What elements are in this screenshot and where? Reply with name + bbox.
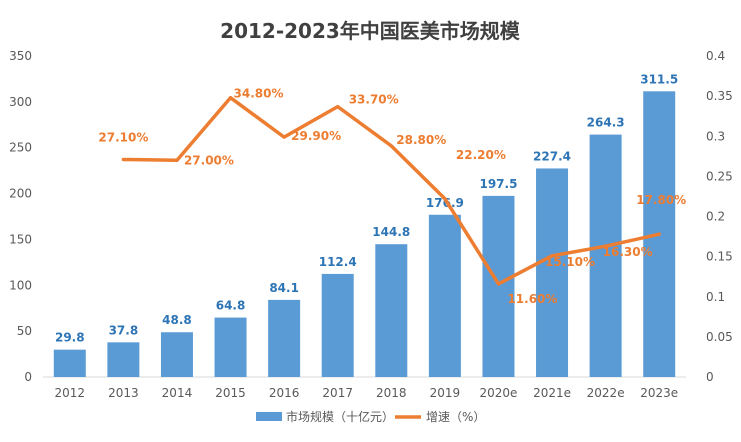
growth-point — [657, 232, 661, 236]
line-data-label: 15.10% — [545, 255, 595, 269]
bar-data-label: 197.5 — [479, 177, 517, 191]
line-data-label: 27.00% — [184, 153, 234, 167]
line-data-label: 16.30% — [603, 245, 653, 259]
y-right-tick-label: 0.15 — [706, 250, 733, 264]
x-tick-label: 2015 — [215, 386, 246, 400]
y-left-tick-label: 350 — [9, 49, 32, 63]
growth-point — [175, 158, 179, 162]
growth-point — [389, 144, 393, 148]
growth-point — [550, 254, 554, 258]
line-data-label: 29.90% — [291, 129, 341, 143]
line-data-label: 34.80% — [234, 87, 284, 101]
bar — [214, 317, 247, 377]
y-right-tick-label: 0 — [706, 370, 714, 384]
bar-data-label: 48.8 — [162, 313, 192, 327]
y-left-tick-label: 300 — [9, 95, 32, 109]
growth-point — [121, 158, 125, 162]
growth-point — [282, 135, 286, 139]
x-tick-label: 2021e — [533, 386, 571, 400]
bar — [589, 134, 622, 377]
bar — [321, 273, 354, 377]
y-left-tick-label: 150 — [9, 232, 32, 246]
legend-bar-label: 市场规模（十亿元） — [286, 409, 394, 424]
bar-data-label: 264.3 — [587, 116, 625, 130]
chart-title: 2012-2023年中国医美市场规模 — [220, 19, 521, 43]
y-left-tick-label: 100 — [9, 278, 32, 292]
line-data-label: 17.80% — [636, 193, 686, 207]
growth-point — [229, 96, 233, 100]
y-right-tick-label: 0.3 — [706, 129, 725, 143]
y-right-tick-label: 0.2 — [706, 210, 725, 224]
x-tick-label: 2020e — [479, 386, 517, 400]
line-data-label: 27.10% — [98, 131, 148, 145]
x-tick-label: 2014 — [162, 386, 193, 400]
x-tick-label: 2012 — [55, 386, 86, 400]
line-data-label: 22.20% — [456, 148, 506, 162]
x-tick-label: 2022e — [587, 386, 625, 400]
bar — [160, 332, 193, 377]
bar-data-label: 311.5 — [640, 72, 678, 86]
bar — [428, 214, 461, 377]
y-left-tick-label: 250 — [9, 141, 32, 155]
y-left-tick-label: 0 — [24, 370, 32, 384]
bar-data-label: 227.4 — [533, 149, 571, 163]
bar-data-label: 144.8 — [372, 225, 410, 239]
bar-data-label: 84.1 — [269, 281, 299, 295]
bar-data-label: 29.8 — [55, 331, 85, 345]
bar-data-label: 37.8 — [109, 323, 139, 337]
growth-point — [336, 105, 340, 109]
x-tick-label: 2013 — [108, 386, 139, 400]
line-data-label: 28.80% — [396, 133, 446, 147]
legend-bar-swatch — [256, 412, 282, 421]
y-right-tick-label: 0.4 — [706, 49, 725, 63]
bar — [536, 168, 569, 377]
x-tick-label: 2017 — [322, 386, 353, 400]
bar — [53, 349, 86, 377]
x-tick-label: 2018 — [376, 386, 407, 400]
bar — [375, 244, 408, 377]
y-left-tick-label: 200 — [9, 187, 32, 201]
bar — [107, 342, 140, 377]
x-tick-label: 2019 — [430, 386, 461, 400]
legend-line-label: 增速（%） — [426, 410, 485, 424]
y-right-tick-label: 0.05 — [706, 330, 733, 344]
x-tick-label: 2023e — [640, 386, 678, 400]
y-right-tick-label: 0.1 — [706, 290, 725, 304]
bar-data-label: 112.4 — [319, 255, 357, 269]
y-left-tick-label: 50 — [17, 324, 32, 338]
y-right-tick-label: 0.35 — [706, 89, 733, 103]
growth-point — [604, 244, 608, 248]
growth-point — [443, 197, 447, 201]
bar-data-label: 176.9 — [426, 196, 464, 210]
line-data-label: 33.70% — [349, 93, 399, 107]
growth-point — [496, 282, 500, 286]
bar — [482, 195, 515, 377]
y-right-tick-label: 0.25 — [706, 169, 733, 183]
line-data-label: 11.60% — [507, 292, 557, 306]
x-tick-label: 2016 — [269, 386, 300, 400]
bar — [268, 299, 301, 377]
bar-data-label: 64.8 — [216, 299, 246, 313]
